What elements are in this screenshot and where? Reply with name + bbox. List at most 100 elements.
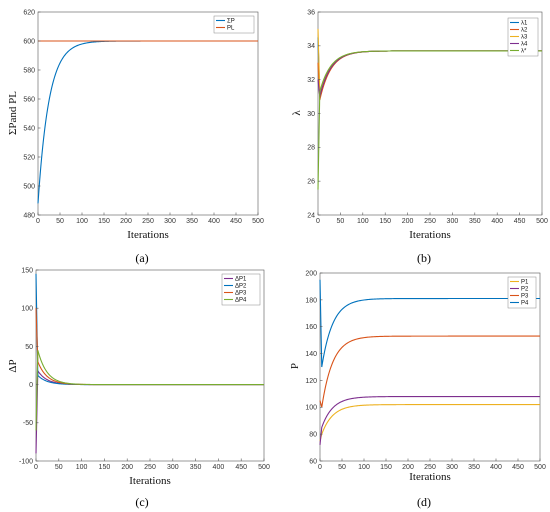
y-tick-label-c-1: -50 — [23, 420, 33, 427]
x-tick-label-d-3: 150 — [380, 464, 392, 471]
y-tick-label-b-3: 30 — [307, 111, 315, 118]
x-tick-label-a-1: 50 — [56, 218, 64, 225]
y-tick-label-a-2: 520 — [23, 154, 35, 161]
x-tick-label-a-5: 250 — [142, 218, 154, 225]
x-tick-label-b-5: 250 — [424, 218, 436, 225]
x-tick-label-d-6: 300 — [446, 464, 458, 471]
x-tick-label-d-1: 50 — [338, 464, 346, 471]
x-tick-label-c-2: 100 — [76, 464, 88, 471]
y-tick-label-d-4: 140 — [305, 351, 317, 358]
x-tick-label-c-4: 200 — [121, 464, 133, 471]
legend-label-b-0: λ1 — [521, 21, 528, 27]
x-tick-label-c-1: 50 — [55, 464, 63, 471]
y-axis-label-b: λ — [291, 110, 303, 116]
x-tick-label-a-0: 0 — [36, 218, 40, 225]
legend-label-b-3: λ4 — [521, 42, 528, 48]
legend-label-a-1: PL — [227, 26, 235, 32]
x-tick-label-a-2: 100 — [76, 218, 88, 225]
panel-c: 0 50 100 150 200 250 300 350 400 450 500 -100 -50 0 5… — [7, 267, 270, 509]
x-tick-label-d-7: 350 — [468, 464, 480, 471]
panel-label-b: (b) — [417, 251, 431, 265]
x-tick-label-b-0: 0 — [316, 218, 320, 225]
x-tick-label-d-2: 100 — [358, 464, 370, 471]
x-tick-label-d-4: 200 — [402, 464, 414, 471]
x-tick-label-c-9: 450 — [235, 464, 247, 471]
series-line-b-4 — [317, 50, 542, 190]
y-tick-label-d-1: 80 — [309, 432, 317, 439]
panel-d: 0 50 100 150 200 250 300 350 400 450 500 60 80 100 12… — [289, 270, 546, 509]
x-tick-label-a-7: 350 — [186, 218, 198, 225]
x-tick-label-a-4: 200 — [120, 218, 132, 225]
series-line-d-3 — [319, 279, 540, 368]
x-tick-label-b-9: 450 — [514, 218, 526, 225]
x-tick-label-d-0: 0 — [318, 464, 322, 471]
legend-label-d-2: P3 — [521, 294, 529, 300]
y-tick-label-a-6: 600 — [23, 38, 35, 45]
legend-label-c-0: ΔP1 — [235, 277, 247, 283]
legend-label-b-4: λ* — [521, 49, 527, 55]
plot-area-b — [317, 11, 543, 216]
x-tick-label-b-10: 500 — [536, 218, 548, 225]
x-tick-label-b-8: 400 — [491, 218, 503, 225]
y-tick-label-c-0: -100 — [19, 458, 33, 465]
series-line-c-3 — [35, 350, 264, 431]
legend-label-b-2: λ3 — [521, 35, 528, 41]
y-tick-label-a-5: 580 — [23, 67, 35, 74]
y-axis-label-c: ΔP — [7, 359, 19, 372]
legend-label-c-1: ΔP2 — [235, 284, 247, 290]
x-tick-label-b-1: 50 — [337, 218, 345, 225]
y-tick-label-b-4: 32 — [307, 77, 315, 84]
y-tick-label-c-5: 150 — [21, 267, 33, 274]
legend-label-d-0: P1 — [521, 280, 529, 286]
y-tick-label-a-1: 500 — [23, 183, 35, 190]
y-tick-label-b-2: 28 — [307, 145, 315, 152]
x-tick-label-d-9: 450 — [512, 464, 524, 471]
x-tick-label-b-2: 100 — [357, 218, 369, 225]
y-tick-label-b-0: 24 — [307, 212, 315, 219]
x-tick-label-c-8: 400 — [213, 464, 225, 471]
panel-b: 0 50 100 150 200 250 300 350 400 450 500 24 26 28 30 3… — [291, 9, 548, 265]
x-tick-label-c-10: 500 — [258, 464, 270, 471]
plot-area-a — [37, 11, 259, 216]
x-tick-label-a-10: 500 — [252, 218, 264, 225]
x-axis-label-b: Iterations — [409, 229, 451, 241]
legend-label-d-1: P2 — [521, 287, 529, 293]
x-tick-label-b-7: 350 — [469, 218, 481, 225]
plot-area-d — [319, 272, 541, 462]
x-tick-label-d-8: 400 — [490, 464, 502, 471]
x-tick-label-c-0: 0 — [34, 464, 38, 471]
x-tick-label-d-5: 250 — [424, 464, 436, 471]
panel-label-c: (c) — [135, 495, 148, 509]
y-tick-label-c-3: 50 — [25, 344, 33, 351]
x-axis-label-a: Iterations — [127, 229, 169, 241]
x-tick-label-a-3: 150 — [98, 218, 110, 225]
x-tick-label-a-6: 300 — [164, 218, 176, 225]
y-axis-label-a: ΣPand PL — [7, 91, 19, 135]
panel-a: 0 50 100 150 200 250 300 350 400 450 500 480 500 520… — [7, 9, 264, 265]
series-line-d-0 — [319, 404, 540, 441]
y-tick-label-d-5: 160 — [305, 324, 317, 331]
y-tick-label-d-7: 200 — [305, 270, 317, 277]
legend-label-c-2: ΔP3 — [235, 291, 247, 297]
legend-label-d-3: P4 — [521, 301, 529, 307]
legend-label-c-3: ΔP4 — [235, 298, 247, 304]
y-tick-label-b-6: 36 — [307, 9, 315, 16]
legend-label-a-0: ΣP — [227, 19, 235, 25]
y-tick-label-d-0: 60 — [309, 458, 317, 465]
x-tick-label-c-3: 150 — [99, 464, 111, 471]
x-tick-label-b-3: 150 — [379, 218, 391, 225]
y-tick-label-b-5: 34 — [307, 43, 315, 50]
y-tick-label-c-4: 100 — [21, 306, 33, 313]
y-tick-label-a-0: 480 — [23, 212, 35, 219]
y-tick-label-a-3: 540 — [23, 125, 35, 132]
x-tick-label-c-5: 250 — [144, 464, 156, 471]
y-tick-label-d-3: 120 — [305, 378, 317, 385]
panel-label-a: (a) — [135, 251, 148, 265]
series-line-d-2 — [319, 335, 540, 408]
x-tick-label-d-10: 500 — [534, 464, 546, 471]
x-axis-label-c: Iterations — [129, 475, 171, 487]
y-tick-label-a-4: 560 — [23, 96, 35, 103]
